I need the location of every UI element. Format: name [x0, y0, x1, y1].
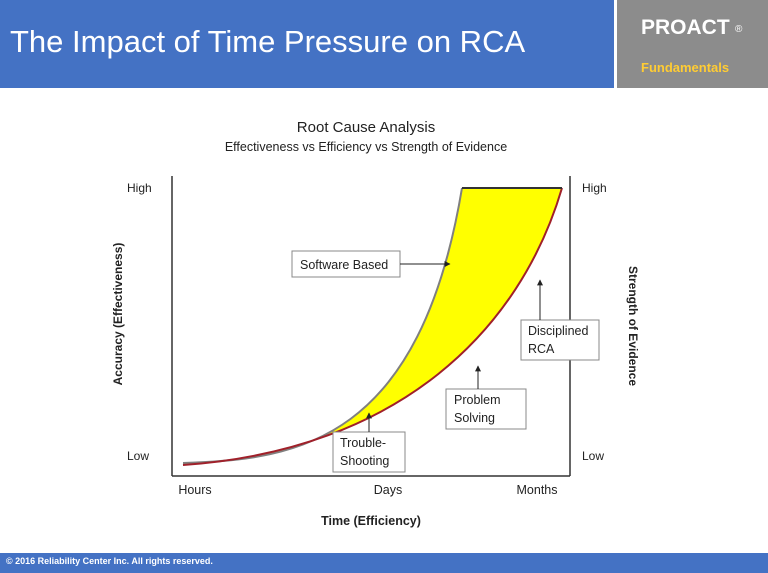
x-tick-days: Days: [374, 483, 402, 497]
lower-curve: [182, 187, 563, 466]
x-axis-title: Time (Efficiency): [321, 514, 421, 528]
brand-box: [617, 0, 768, 88]
callout-software-based-label: Software Based: [300, 258, 388, 272]
diagram-title: Root Cause Analysis: [297, 119, 435, 136]
right-low-label: Low: [582, 449, 604, 463]
callout-disciplined-rca-line1: Disciplined: [528, 324, 588, 338]
callout-trouble-shooting-line1: Trouble-: [340, 436, 386, 450]
callout-trouble-shooting: [332, 431, 406, 473]
diagram-subtitle: Effectiveness vs Efficiency vs Strength …: [225, 140, 507, 154]
title-bar: [0, 0, 614, 88]
callout-problem-solving: [445, 388, 527, 430]
brand-registered-mark: ®: [735, 24, 743, 35]
footer-bar: [0, 553, 768, 573]
brand-name: PROACT: [641, 16, 730, 39]
callout-trouble-shooting-line2: Shooting: [340, 454, 389, 468]
callout-disciplined-rca: [520, 319, 600, 361]
copyright-notice: © 2016 Reliability Center Inc. All right…: [6, 556, 213, 566]
right-axis-title: Strength of Evidence: [626, 266, 640, 386]
callout-software-based: [291, 250, 401, 278]
rca-diagram: Root Cause Analysis Effectiveness vs Eff…: [111, 119, 640, 528]
callout-disciplined-rca-line2: RCA: [528, 342, 555, 356]
callout-problem-solving-line1: Problem: [454, 393, 501, 407]
x-tick-hours: Hours: [178, 483, 211, 497]
slide-title: The Impact of Time Pressure on RCA: [10, 24, 526, 59]
left-low-label: Low: [127, 449, 149, 463]
effectiveness-band: [183, 188, 562, 465]
upper-curve: [182, 187, 463, 464]
brand-subtitle: Fundamentals: [641, 60, 730, 75]
right-high-label: High: [582, 181, 607, 195]
callout-problem-solving-line2: Solving: [454, 411, 495, 425]
left-axis-title: Accuracy (Effectiveness): [111, 243, 125, 386]
x-tick-months: Months: [517, 483, 558, 497]
left-high-label: High: [127, 181, 152, 195]
